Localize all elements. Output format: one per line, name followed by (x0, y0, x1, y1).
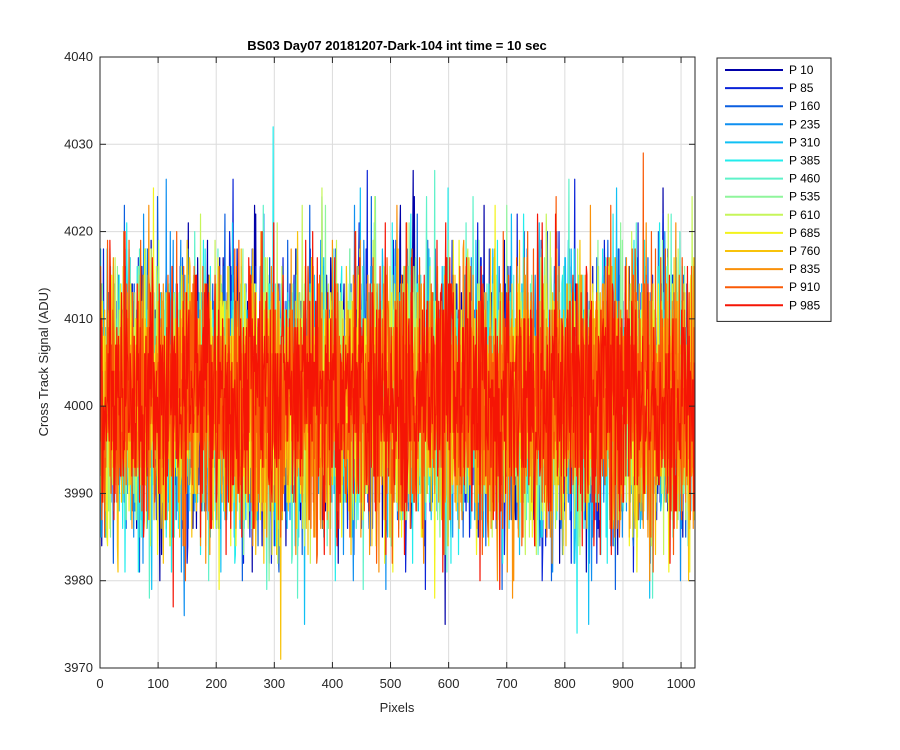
y-tick-label: 3970 (64, 660, 93, 675)
x-tick-label: 400 (322, 676, 344, 691)
x-tick-label: 600 (438, 676, 460, 691)
legend-label: P 535 (789, 190, 820, 204)
legend-label: P 160 (789, 99, 820, 113)
x-tick-label: 1000 (667, 676, 696, 691)
legend-label: P 460 (789, 172, 820, 186)
legend: P 10 P 85 P 160 P 235 P 310 P 385 P 460 P 535 P … (716, 57, 832, 322)
legend-box (716, 57, 832, 322)
chart-title: BS03 Day07 20181207-Dark-104 int time = … (247, 38, 547, 53)
y-tick-label: 4040 (64, 49, 93, 64)
legend-label: P 310 (789, 135, 820, 149)
legend-label: P 760 (789, 244, 820, 258)
x-axis-label: Pixels (380, 700, 415, 715)
y-tick-label: 4000 (64, 398, 93, 413)
x-tick-label: 700 (496, 676, 518, 691)
x-tick-label: 300 (263, 676, 285, 691)
legend-label: P 85 (789, 81, 814, 95)
legend-label: P 610 (789, 208, 820, 222)
legend-label: P 910 (789, 280, 820, 294)
legend-label: P 385 (789, 154, 820, 168)
legend-label: P 835 (789, 262, 820, 276)
x-tick-label: 200 (205, 676, 227, 691)
x-tick-label: 800 (554, 676, 576, 691)
legend-label: P 985 (789, 298, 820, 312)
legend-label: P 235 (789, 117, 820, 131)
x-tick-label: 0 (96, 676, 103, 691)
ticks: 0 100 200 300 400 500 600 700 800 900 1000 3970 3980… (64, 49, 695, 691)
y-tick-label: 3980 (64, 573, 93, 588)
y-axis-label: Cross Track Signal (ADU) (36, 288, 51, 437)
series-group (100, 126, 695, 660)
y-tick-label: 4010 (64, 311, 93, 326)
series-line (100, 213, 695, 608)
y-tick-label: 4030 (64, 136, 93, 151)
x-tick-label: 100 (147, 676, 169, 691)
legend-label: P 10 (789, 63, 814, 77)
x-tick-label: 900 (612, 676, 634, 691)
y-tick-label: 4020 (64, 224, 93, 239)
x-tick-label: 500 (380, 676, 402, 691)
y-tick-label: 3990 (64, 485, 93, 500)
legend-label: P 685 (789, 226, 820, 240)
plot-frame (99, 56, 696, 669)
